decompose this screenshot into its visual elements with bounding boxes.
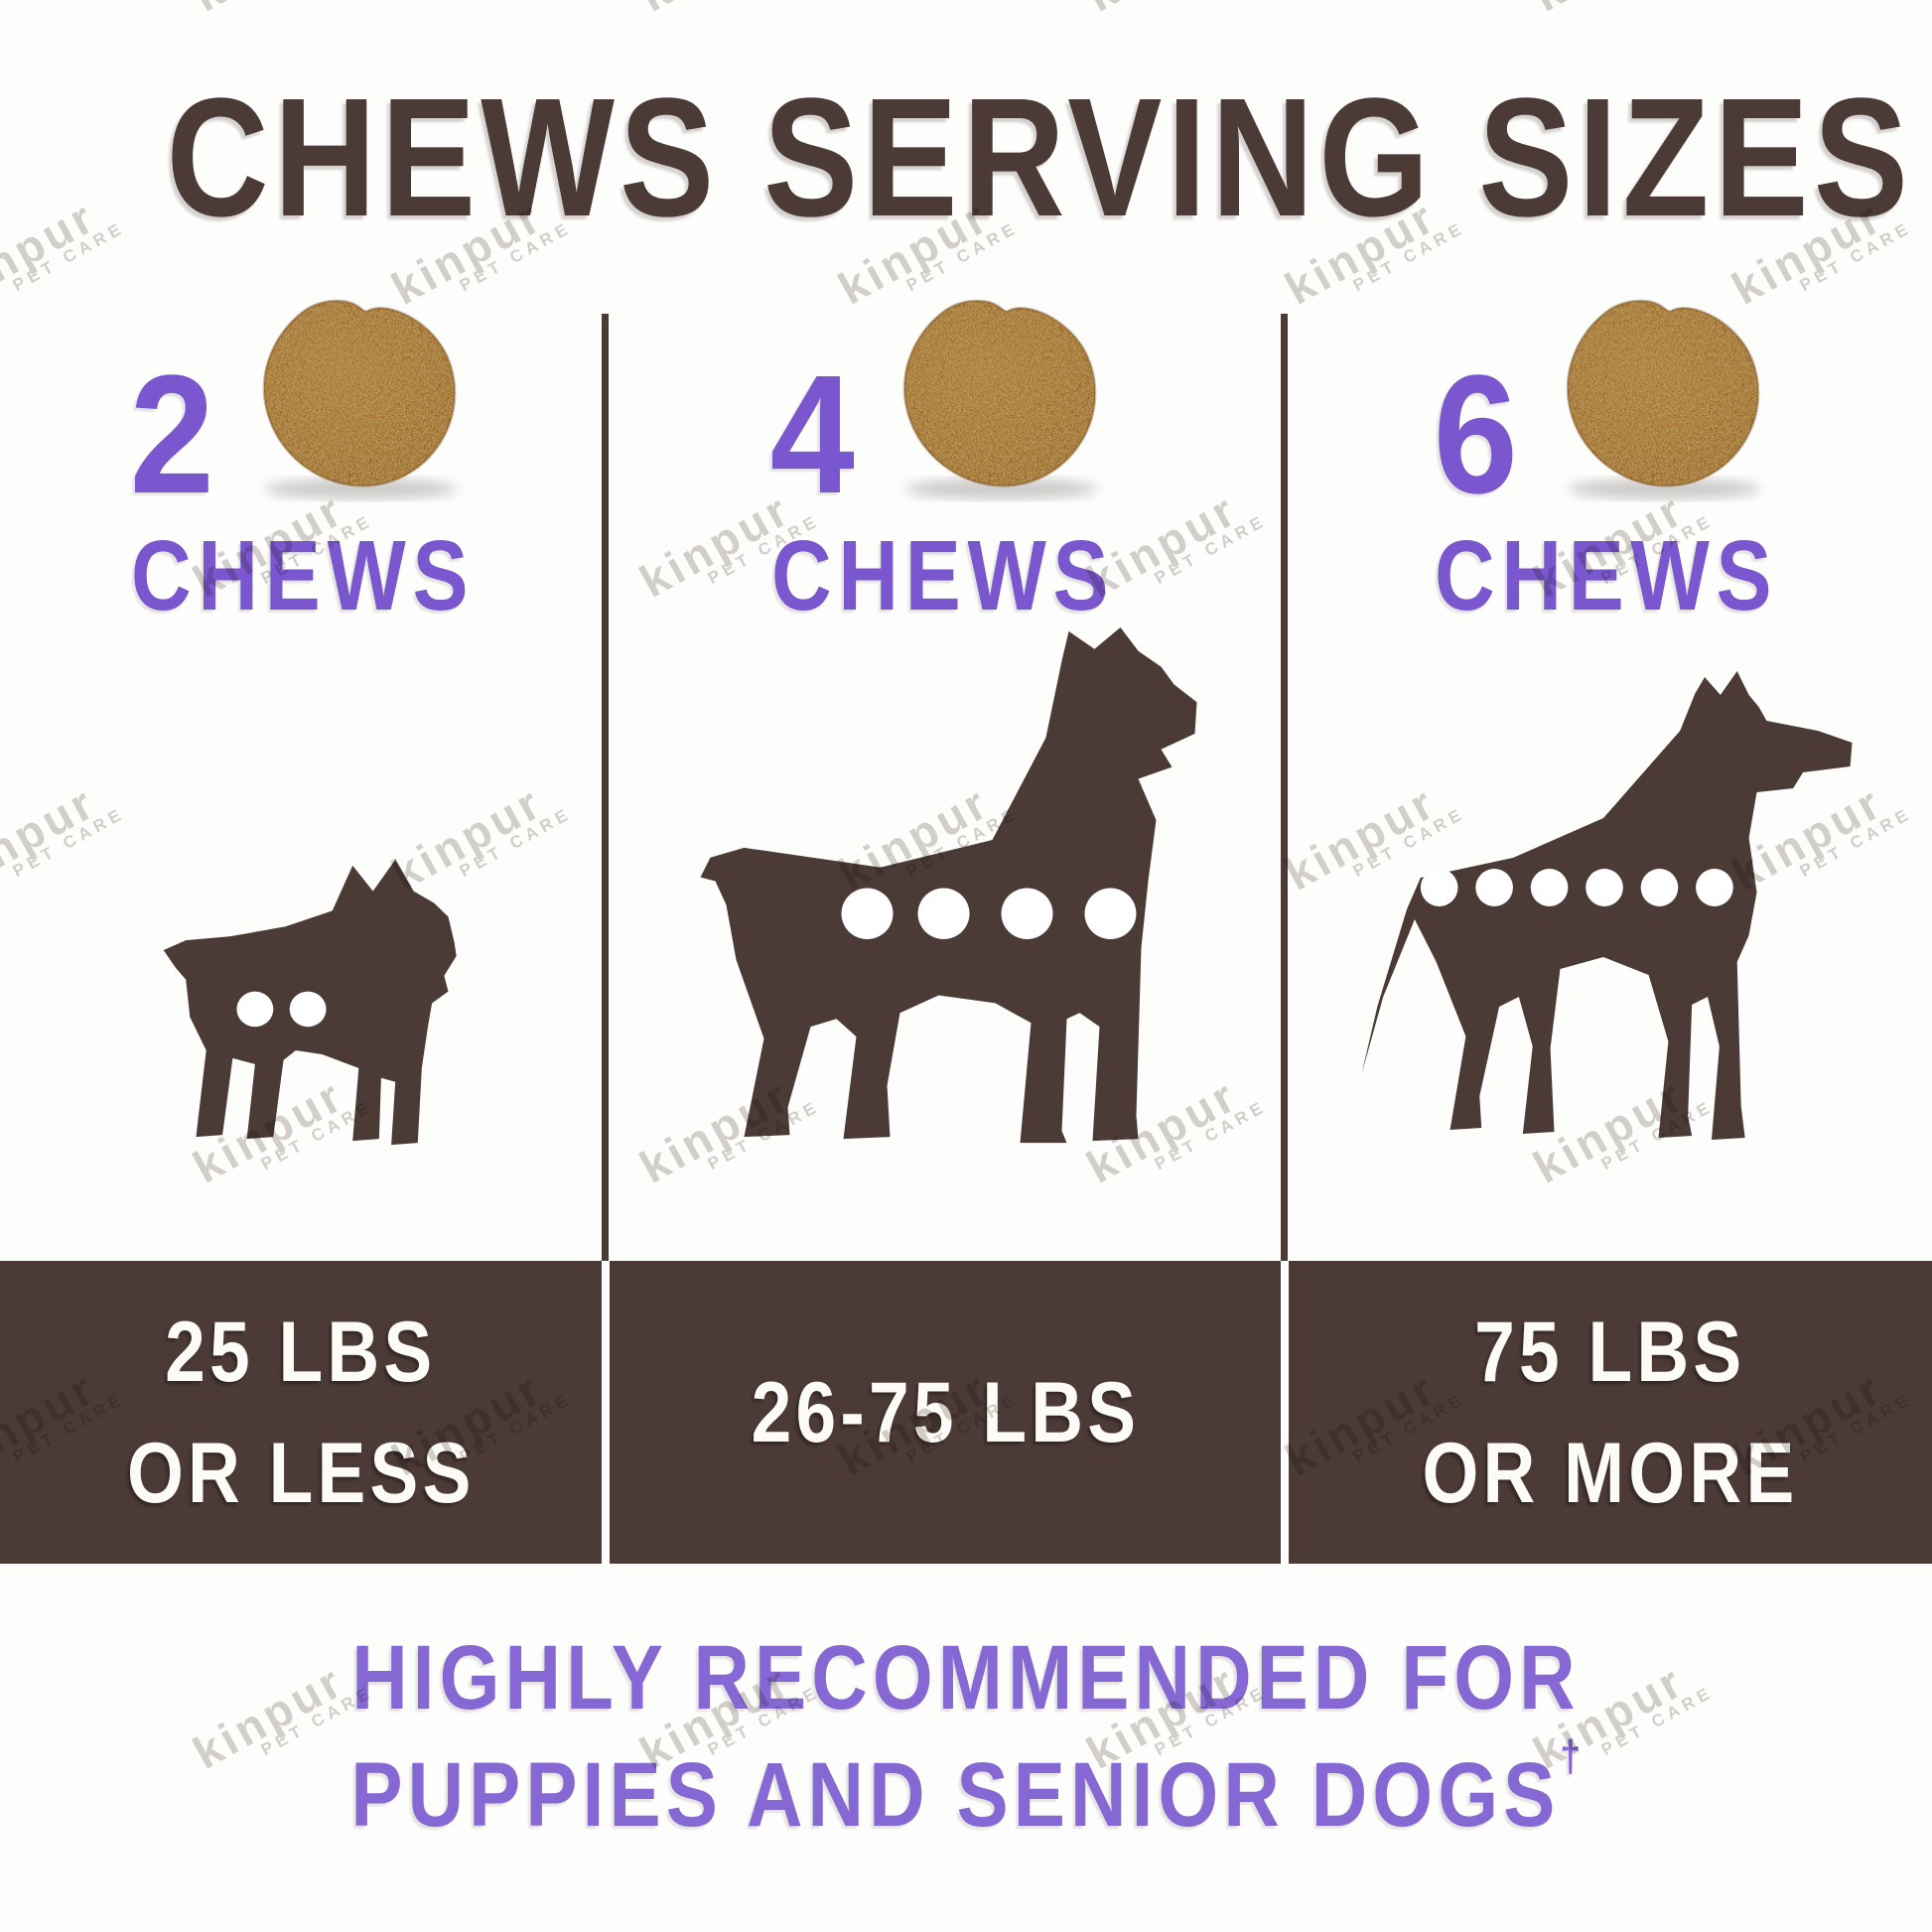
column-divider-1 xyxy=(602,314,609,1261)
weight-text: OR MORE xyxy=(1422,1425,1799,1521)
chew-count: 2 xyxy=(129,341,215,530)
chews-label: CHEWS xyxy=(130,520,476,631)
band-gap xyxy=(1281,1261,1289,1564)
serving-dot xyxy=(917,888,970,939)
serving-dot xyxy=(1084,888,1137,939)
footer-line-2: PUPPIES AND SENIOR DOGS† xyxy=(350,1732,1582,1846)
weight-text: 26-75 LBS xyxy=(751,1364,1140,1460)
serving-dot xyxy=(1640,869,1679,906)
footer-line-1: HIGHLY RECOMMENDED FOR xyxy=(351,1627,1581,1728)
serving-column-small-dog: 2 CHEWS xyxy=(0,258,606,1261)
serving-dot xyxy=(289,991,327,1028)
footer-recommendation: HIGHLY RECOMMENDED FOR PUPPIES AND SENIO… xyxy=(0,1632,1932,1841)
weight-cell-small: 25 LBS OR LESS xyxy=(0,1261,602,1564)
serving-dot xyxy=(1475,869,1513,906)
chews-label: CHEWS xyxy=(1434,520,1779,631)
serving-dot xyxy=(1530,869,1569,906)
dagger-mark: † xyxy=(1560,1732,1582,1782)
pitbull-silhouette xyxy=(700,626,1197,1144)
chew-treat-photo xyxy=(886,288,1121,512)
page-title-text: CHEWS SERVING SIZES xyxy=(166,64,1914,252)
watermark-brand: kinpur xyxy=(631,0,816,22)
chew-treat-photo xyxy=(245,288,481,512)
great-dane-silhouette xyxy=(1361,671,1853,1140)
french-bulldog-silhouette xyxy=(163,859,457,1146)
watermark-sub: PET CARE xyxy=(705,0,823,2)
count-row: 6 xyxy=(1281,288,1932,530)
serving-column-large-dog: 6 CHEWS xyxy=(1281,258,1932,1261)
serving-dot xyxy=(236,991,274,1028)
count-row: 4 xyxy=(606,288,1281,530)
serving-dots xyxy=(1420,869,1733,906)
watermark-brand: kinpur xyxy=(1525,0,1710,22)
watermark-sub: PET CARE xyxy=(1152,0,1270,2)
weight-text: 75 LBS xyxy=(1474,1304,1746,1400)
watermark-sub: PET CARE xyxy=(258,0,376,2)
serving-dot xyxy=(1696,869,1733,906)
serving-column-medium-dog: 4 CHEWS xyxy=(606,258,1281,1261)
serving-dot xyxy=(1586,869,1623,906)
serving-dots xyxy=(236,991,327,1028)
chews-label: CHEWS xyxy=(770,520,1116,631)
serving-dot xyxy=(841,888,894,939)
serving-columns: 2 CHEWS 4 CHEWS 6 xyxy=(0,258,1932,1261)
serving-dots xyxy=(841,888,1137,939)
weight-text: 25 LBS xyxy=(165,1304,437,1400)
weight-band: 25 LBS OR LESS 26-75 LBS 75 LBS OR MORE xyxy=(0,1261,1932,1564)
chew-count: 6 xyxy=(1433,341,1519,530)
band-gap xyxy=(602,1261,610,1564)
weight-text: OR LESS xyxy=(126,1425,476,1521)
serving-dot xyxy=(1420,869,1458,906)
column-divider-2 xyxy=(1281,314,1288,1261)
dog-body xyxy=(700,626,1197,1144)
chew-treat-photo xyxy=(1549,288,1784,512)
count-row: 2 xyxy=(0,288,606,530)
weight-cell-medium: 26-75 LBS xyxy=(610,1261,1281,1564)
page-title: CHEWS SERVING SIZES xyxy=(0,73,1932,242)
serving-dot xyxy=(1001,888,1053,939)
weight-cell-large: 75 LBS OR MORE xyxy=(1289,1261,1932,1564)
watermark-brand: kinpur xyxy=(1078,0,1263,22)
watermark-sub: PET CARE xyxy=(1598,0,1717,2)
chew-count: 4 xyxy=(769,341,856,530)
watermark-brand: kinpur xyxy=(185,0,369,22)
